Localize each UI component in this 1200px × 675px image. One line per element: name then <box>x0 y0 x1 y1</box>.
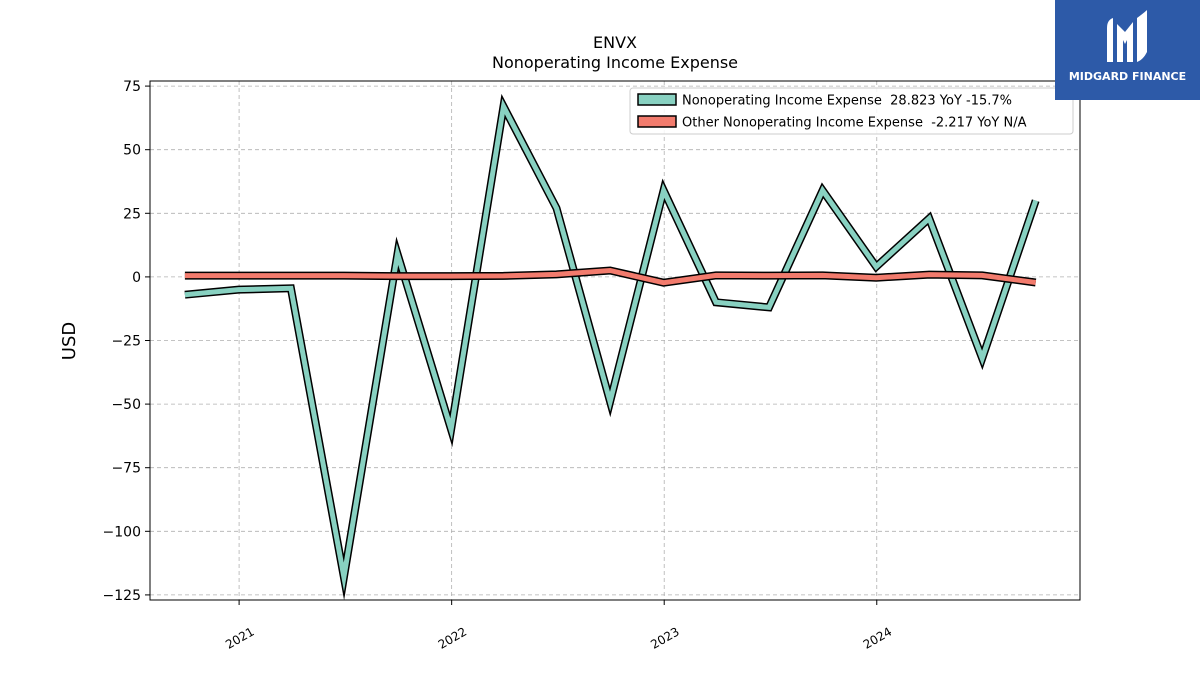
legend: Nonoperating Income Expense 28.823 YoY -… <box>629 87 1074 135</box>
y-tick-label: −50 <box>111 397 141 413</box>
chart-title: ENVX <box>593 33 637 52</box>
series-line-other-nonoperating <box>184 267 1037 286</box>
y-tick-label: 75 <box>123 79 141 95</box>
grid <box>150 81 1080 600</box>
series-outline-nonoperating <box>184 93 1040 601</box>
y-tick-label: −125 <box>103 588 141 604</box>
legend-box <box>629 87 1074 135</box>
x-tick-label: 2023 <box>648 624 681 651</box>
x-tick-label: 2021 <box>223 624 256 651</box>
y-tick-label: 0 <box>132 270 141 286</box>
y-axis-label: USD <box>59 322 80 360</box>
y-tick-label: −100 <box>103 524 141 540</box>
y-tick-label: −25 <box>111 334 141 350</box>
x-axis: 2021 2022 2023 2024 <box>223 600 894 652</box>
midgard-logo-icon <box>1107 10 1147 62</box>
legend-swatch-other-nonoperating <box>637 115 677 128</box>
legend-label-nonoperating: Nonoperating Income Expense 28.823 YoY -… <box>682 94 1012 109</box>
x-tick-label: 2024 <box>861 624 894 651</box>
series-line-nonoperating <box>184 98 1039 592</box>
y-axis: 75 50 25 0 −25 −50 −75 −100 −125 <box>103 79 150 604</box>
chart-subtitle: Nonoperating Income Expense <box>492 53 738 72</box>
y-tick-label: 50 <box>123 143 141 159</box>
legend-swatch-nonoperating <box>637 93 677 106</box>
y-tick-label: 25 <box>123 206 141 222</box>
legend-label-other-nonoperating: Other Nonoperating Income Expense -2.217… <box>682 116 1027 131</box>
series-lines <box>184 93 1040 601</box>
y-tick-label: −75 <box>111 461 141 477</box>
logo-text: MIDGARD FINANCE <box>1068 70 1187 83</box>
x-tick-label: 2022 <box>436 624 469 651</box>
midgard-finance-logo: MIDGARD FINANCE <box>1055 0 1200 100</box>
